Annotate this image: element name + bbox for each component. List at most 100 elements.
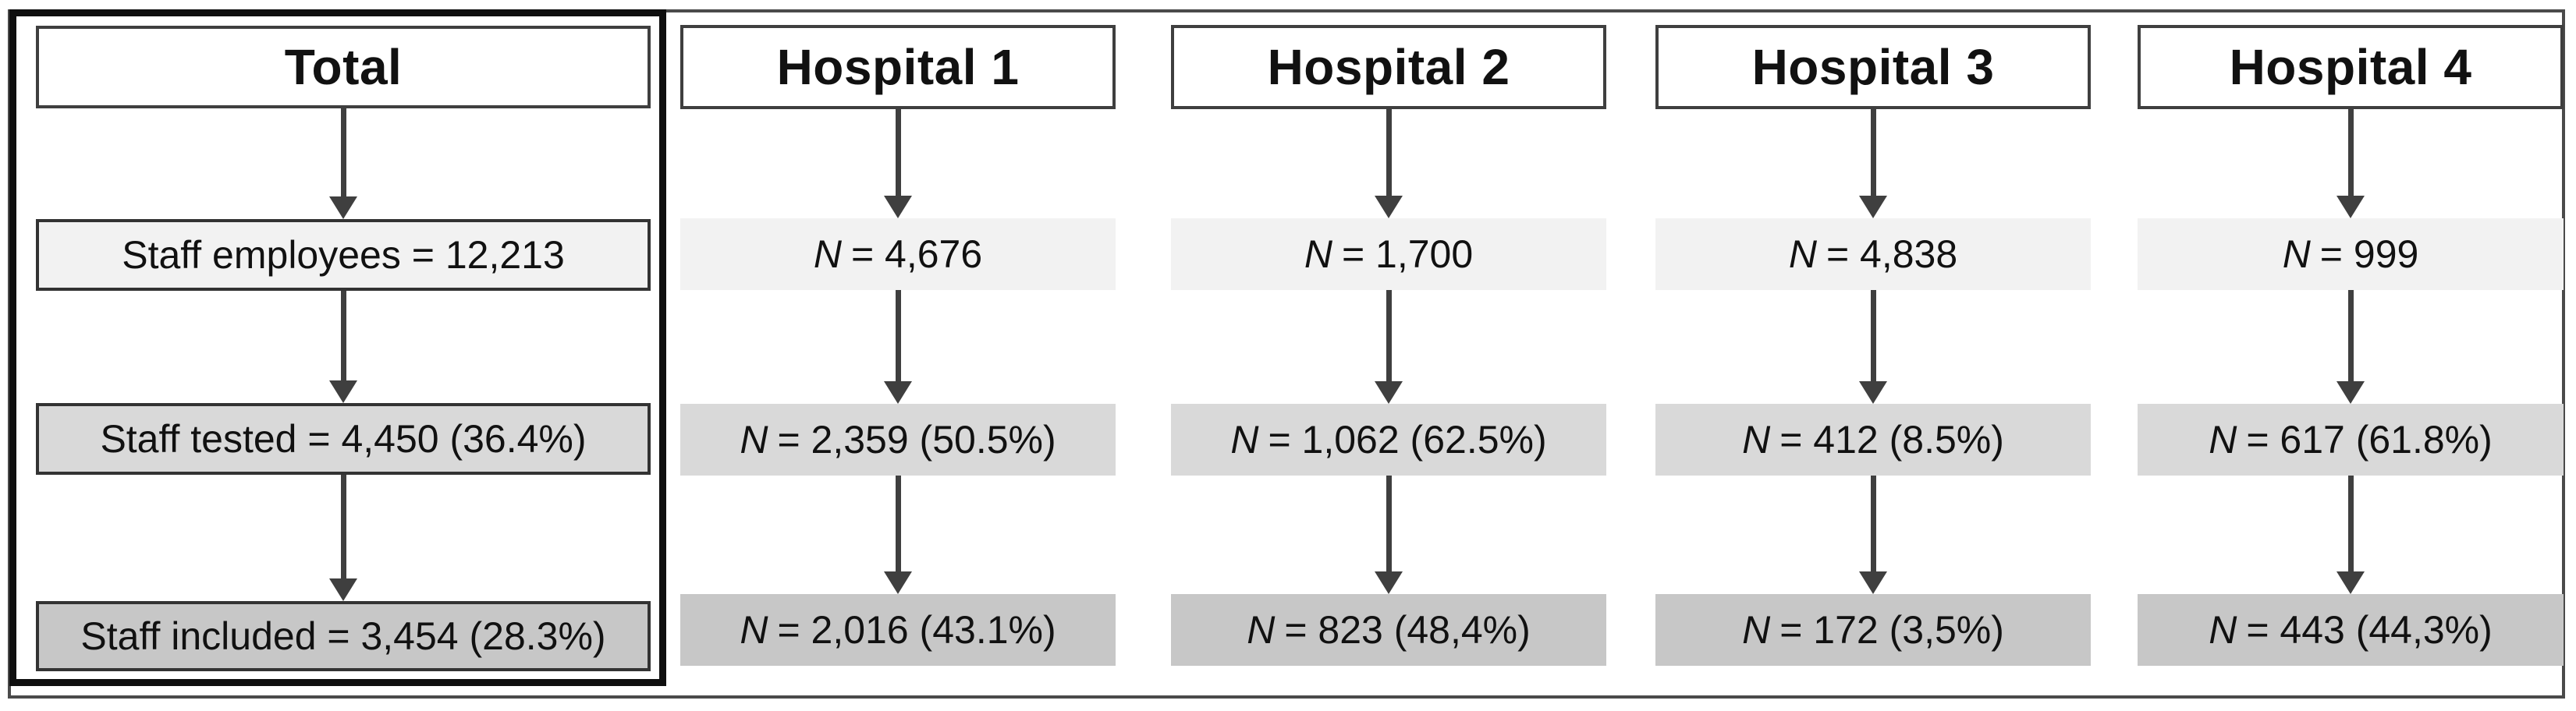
arrow-stem [1386,109,1392,197]
hospital-4-row-tested: N = 617 (61.8%) [2138,404,2564,476]
arrow-head-icon [329,380,357,403]
hospital-1-header: Hospital 1 [680,25,1116,109]
hospital-1-row-tested: N = 2,359 (50.5%) [680,404,1116,476]
hospital-4-column: Hospital 4 N = 999 N = 617 (61.8%) N = 4… [2138,0,2564,711]
arrow-head-icon [329,578,357,601]
total-column: Total Staff employees = 12,213 Staff tes… [9,9,666,686]
hospital-2-header-label: Hospital 2 [1267,39,1510,95]
n-symbol: N [1742,418,1771,462]
arrow-head-icon [1859,571,1887,594]
arrow-head-icon [1375,571,1403,594]
down-arrow [2336,290,2365,404]
hospital-4-row-included-value: = 443 (44,3%) [2246,608,2493,652]
arrow-stem [896,476,901,573]
hospital-4-row-employees-value: = 999 [2319,232,2419,276]
hospital-2-row-included: N = 823 (48,4%) [1171,594,1606,666]
arrow-head-icon [1375,381,1403,404]
down-arrow [1859,290,1887,404]
hospital-1-header-label: Hospital 1 [776,39,1020,95]
total-row-staff-included-label: Staff included = 3,454 (28.3%) [80,614,606,658]
arrow-stem [341,475,346,580]
hospital-1-column: Hospital 1 N = 4,676 N = 2,359 (50.5%) N… [680,0,1116,711]
arrow-head-icon [884,381,912,404]
n-symbol: N [1788,232,1817,276]
down-arrow [884,476,912,594]
hospital-3-row-tested: N = 412 (8.5%) [1655,404,2091,476]
total-row-staff-employees-label: Staff employees = 12,213 [122,233,565,277]
hospital-4-row-employees: N = 999 [2138,218,2564,290]
down-arrow [1859,476,1887,594]
n-symbol: N [1304,232,1332,276]
total-header-label: Total [284,39,403,95]
n-symbol: N [2209,418,2237,462]
total-row-staff-included: Staff included = 3,454 (28.3%) [36,601,651,671]
arrow-stem [1871,109,1876,197]
n-symbol: N [1230,418,1259,462]
down-arrow [884,290,912,404]
n-symbol: N [740,418,768,462]
arrow-stem [2348,109,2354,197]
down-arrow [2336,109,2365,218]
hospital-3-header: Hospital 3 [1655,25,2091,109]
hospital-2-row-employees: N = 1,700 [1171,218,1606,290]
down-arrow [1375,290,1403,404]
hospital-2-row-included-value: = 823 (48,4%) [1284,608,1531,652]
arrow-stem [1386,476,1392,573]
hospital-3-row-included-value: = 172 (3,5%) [1779,608,2004,652]
down-arrow [1859,109,1887,218]
hospital-2-row-tested: N = 1,062 (62.5%) [1171,404,1606,476]
arrow-head-icon [329,196,357,219]
arrow-stem [2348,476,2354,573]
down-arrow [329,475,357,601]
hospital-4-header-label: Hospital 4 [2229,39,2472,95]
down-arrow [1375,109,1403,218]
down-arrow [2336,476,2365,594]
arrow-head-icon [2336,196,2365,218]
total-column-header: Total [36,26,651,108]
n-symbol: N [1742,608,1771,652]
arrow-head-icon [1859,196,1887,218]
arrow-head-icon [1375,196,1403,218]
down-arrow [329,291,357,403]
n-symbol: N [813,232,842,276]
hospital-2-header: Hospital 2 [1171,25,1606,109]
hospital-1-row-tested-value: = 2,359 (50.5%) [777,418,1056,462]
arrow-stem [1871,476,1876,573]
n-symbol: N [740,608,768,652]
hospital-2-column: Hospital 2 N = 1,700 N = 1,062 (62.5%) N… [1171,0,1606,711]
hospital-3-row-employees-value: = 4,838 [1826,232,1958,276]
hospital-1-row-included-value: = 2,016 (43.1%) [777,608,1056,652]
n-symbol: N [1247,608,1276,652]
hospital-3-column: Hospital 3 N = 4,838 N = 412 (8.5%) N = … [1655,0,2091,711]
hospital-3-row-included: N = 172 (3,5%) [1655,594,2091,666]
arrow-stem [341,291,346,382]
arrow-stem [896,290,901,383]
hospital-1-row-employees: N = 4,676 [680,218,1116,290]
arrow-head-icon [884,196,912,218]
total-row-staff-tested-label: Staff tested = 4,450 (36.4%) [100,417,587,461]
arrow-stem [1386,290,1392,383]
hospital-4-row-included: N = 443 (44,3%) [2138,594,2564,666]
arrow-head-icon [2336,571,2365,594]
total-row-staff-employees: Staff employees = 12,213 [36,219,651,291]
hospital-3-row-employees: N = 4,838 [1655,218,2091,290]
hospital-3-header-label: Hospital 3 [1751,39,1995,95]
arrow-stem [341,108,346,198]
n-symbol: N [2209,608,2237,652]
down-arrow [884,109,912,218]
arrow-head-icon [884,571,912,594]
hospital-2-row-tested-value: = 1,062 (62.5%) [1268,418,1547,462]
hospital-4-header: Hospital 4 [2138,25,2564,109]
n-symbol: N [2282,232,2311,276]
arrow-head-icon [1859,381,1887,404]
arrow-head-icon [2336,381,2365,404]
hospital-1-row-included: N = 2,016 (43.1%) [680,594,1116,666]
hospital-1-row-employees-value: = 4,676 [850,232,983,276]
arrow-stem [1871,290,1876,383]
total-row-staff-tested: Staff tested = 4,450 (36.4%) [36,403,651,475]
down-arrow [1375,476,1403,594]
hospital-3-row-tested-value: = 412 (8.5%) [1779,418,2004,462]
down-arrow [329,108,357,219]
arrow-stem [2348,290,2354,383]
